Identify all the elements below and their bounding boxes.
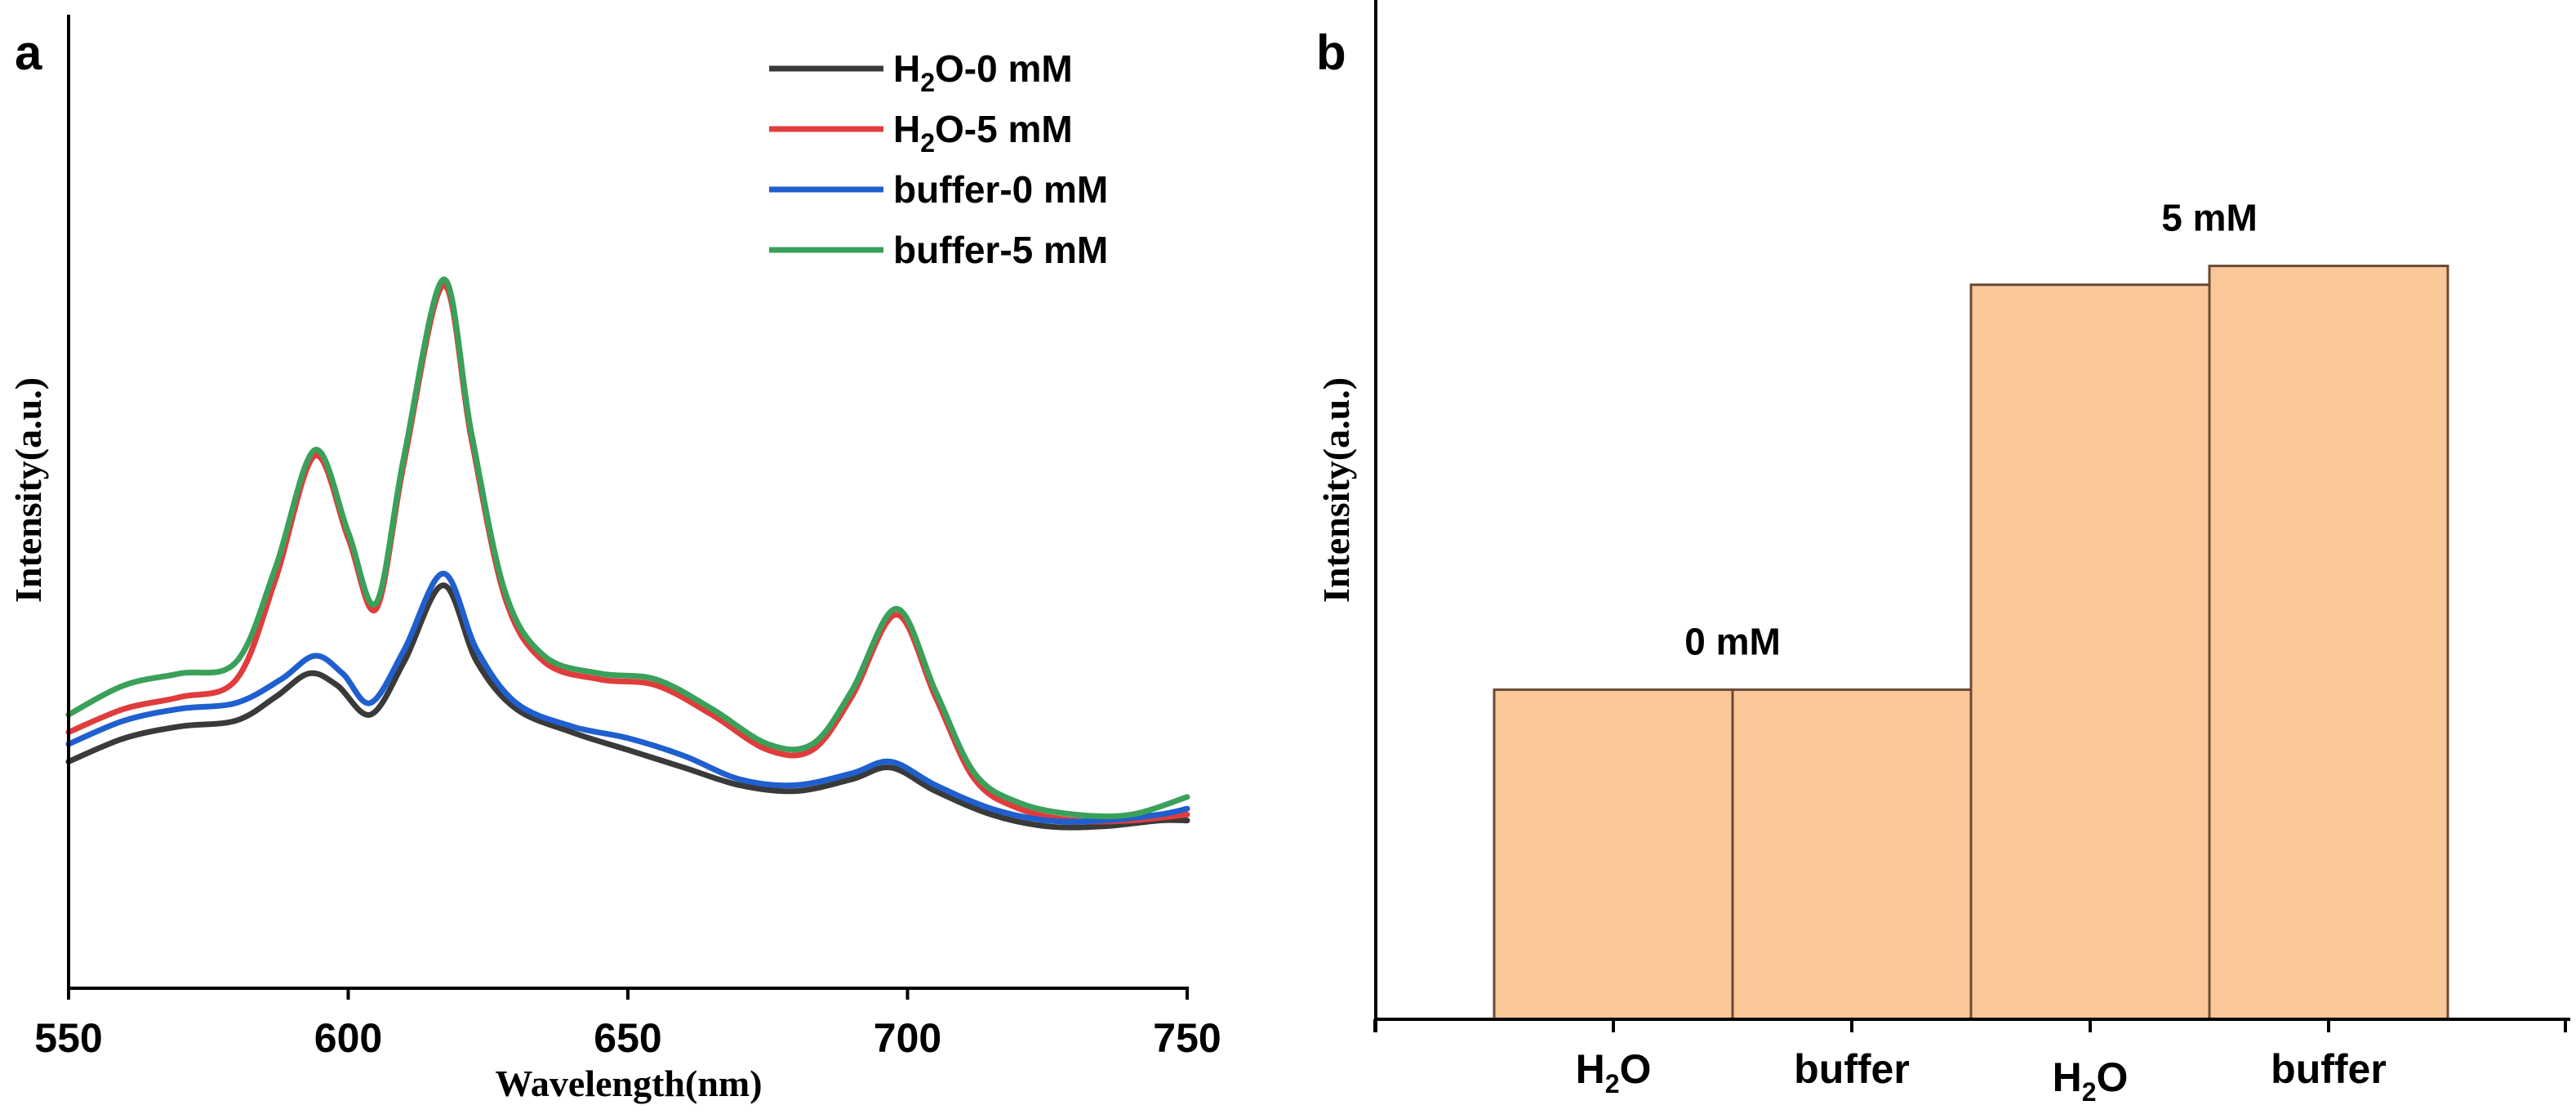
x-tick-label: 750 bbox=[1153, 1015, 1221, 1061]
series-line-buffer-5-mm bbox=[65, 276, 1190, 820]
bar bbox=[1731, 688, 1973, 1021]
legend-label: H2O-5 mM bbox=[893, 108, 1073, 158]
x-tick-label: 700 bbox=[874, 1015, 941, 1061]
panel-b-bar-chart: b 0 mM 5 mM H2O buffer H2O buffer Intensity(… bbox=[1315, 0, 2570, 1107]
x-tick-label: 650 bbox=[594, 1015, 661, 1061]
series-line-h2o-5-mm bbox=[65, 282, 1190, 825]
legend-label: H2O-0 mM bbox=[893, 47, 1073, 97]
panel-b-letter: b bbox=[1316, 25, 1346, 80]
bar-group-label: 5 mM bbox=[2161, 197, 2258, 239]
panel-a-letter: a bbox=[15, 25, 42, 80]
panel-b-y-axis-title: Intensity(a.u.) bbox=[1315, 377, 1357, 603]
panel-a-line-chart: a 550 600 650 700 750 Wavelength(nm) Intensi… bbox=[7, 15, 1221, 1104]
bar bbox=[1493, 688, 1734, 1021]
series-line-h2o-0-mm bbox=[65, 582, 1190, 831]
bar bbox=[2208, 265, 2449, 1021]
panel-a-y-axis-title: Intensity(a.u.) bbox=[7, 377, 49, 603]
panel-a-x-axis-title: Wavelength(nm) bbox=[495, 1063, 762, 1104]
x-category-label: H2O bbox=[1576, 1046, 1652, 1098]
series-line-buffer-0-mm bbox=[65, 570, 1190, 825]
x-category-label: buffer bbox=[1794, 1046, 1910, 1092]
panel-a-legend: H2O-0 mM H2O-5 mM buffer-0 mM buffer-5 mM bbox=[769, 47, 1108, 271]
x-tick-label: 550 bbox=[34, 1015, 102, 1061]
bar-group-label: 0 mM bbox=[1684, 620, 1781, 662]
x-category-label: H2O bbox=[2053, 1054, 2129, 1107]
x-category-label: buffer bbox=[2271, 1046, 2387, 1092]
legend-label: buffer-0 mM bbox=[893, 168, 1108, 211]
bar bbox=[1969, 283, 2211, 1021]
legend-label: buffer-5 mM bbox=[893, 229, 1108, 271]
x-tick-label: 600 bbox=[314, 1015, 382, 1061]
